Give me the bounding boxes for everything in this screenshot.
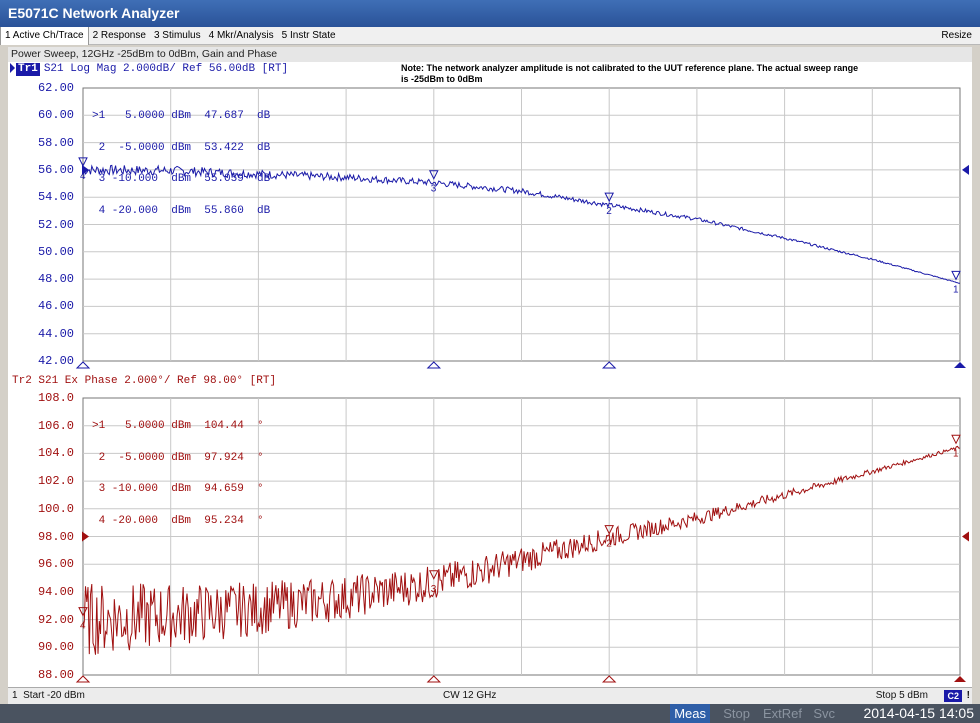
- meas-indicator: Meas: [670, 704, 710, 723]
- trace1-marker-2-label: 2: [606, 206, 612, 217]
- channel-title: Power Sweep, 12GHz -25dBm to 0dBm, Gain …: [8, 47, 972, 62]
- trace1-marker-3-label: 3: [431, 184, 437, 195]
- menu-mkr-analysis[interactable]: 4 Mkr/Analysis: [208, 30, 274, 41]
- menu-stimulus[interactable]: 3 Stimulus: [153, 30, 201, 41]
- trace2-y-tick-label: 88.00: [37, 668, 74, 682]
- active-trace-pointer-icon: [10, 63, 15, 74]
- trace2-marker-row-2: 2 -5.0000 dBm 97.924 °: [92, 451, 264, 464]
- trace2-marker-4-label: 4: [80, 621, 86, 632]
- trace1-marker-4-icon: [78, 157, 88, 168]
- trace1-y-tick-label: 62.00: [37, 81, 74, 95]
- trace1-y-tick-label: 48.00: [37, 272, 74, 287]
- warning-icon: !: [966, 690, 970, 701]
- trace2-ref-left-icon: [82, 531, 89, 542]
- sweep-start[interactable]: 1 Start -20 dBm: [12, 690, 85, 701]
- trace2-y-tick-label: 102.0: [37, 474, 74, 489]
- trace2-marker-1-label: 1: [953, 448, 959, 459]
- trace2-y-tick-label: 92.00: [37, 612, 74, 627]
- calibration-note: Note: The network analyzer amplitude is …: [401, 63, 859, 84]
- cal-status-badge: C2: [944, 690, 962, 702]
- extref-indicator: ExtRef: [762, 706, 802, 721]
- trace2-marker-bottom-icon: [601, 675, 617, 683]
- trace1-marker-table: >1 5.0000 dBm 47.687 dB 2 -5.0000 dBm 53…: [92, 90, 270, 237]
- trace1-marker-3-icon: [428, 170, 439, 180]
- trace1-ref-right-icon: [962, 164, 969, 175]
- trace1-marker-bottom-icon: [601, 361, 617, 369]
- sweep-stop[interactable]: Stop 5 dBm: [875, 690, 928, 701]
- trace2-marker-row-3: 3 -10.000 dBm 94.659 °: [92, 483, 264, 495]
- trace2-trace-line: [82, 445, 961, 655]
- trace1-header-text: S21 Log Mag 2.000dB/ Ref 56.00dB [RT]: [43, 63, 289, 75]
- trace2-y-tick-label: 100.0: [37, 501, 74, 516]
- trace1-marker-row-3: 3 -10.000 dBm 55.059 dB: [92, 173, 271, 185]
- trace2-marker-row-4: 4 -20.000 dBm 95.234 °: [92, 514, 264, 527]
- trace2-y-tick-label: 106.0: [37, 418, 74, 433]
- trace1-marker-1-label: 1: [953, 284, 959, 295]
- resize-button[interactable]: Resize: [941, 30, 972, 41]
- trace2-marker-1-icon: [951, 434, 961, 445]
- trace1-marker-row-1: >1 5.0000 dBm 47.687 dB: [92, 110, 271, 122]
- trace2-y-tick-label: 104.0: [37, 446, 74, 461]
- trace1-y-tick-label: 46.00: [37, 299, 74, 314]
- trace1-y-tick-label: 58.00: [37, 135, 74, 150]
- svc-indicator: Svc: [813, 706, 835, 721]
- menu-response[interactable]: 2 Response: [92, 30, 146, 41]
- trace2-marker-2-label: 2: [606, 539, 612, 550]
- trace1-y-tick-label: 50.00: [37, 244, 74, 259]
- trace2-marker-table: >1 5.0000 dBm 104.44 ° 2 -5.0000 dBm 97.…: [92, 400, 264, 547]
- trace1-marker-1-icon: [951, 270, 961, 281]
- instrument-status-bar: Meas Stop ExtRef Svc 2014-04-15 14:05: [0, 704, 980, 723]
- trace2-y-tick-label: 94.00: [37, 584, 74, 599]
- trace-plots: 1 2 3 4 1 2 3 4: [75, 87, 969, 683]
- trace1-y-tick-label: 52.00: [37, 217, 74, 232]
- trace1-header[interactable]: Tr1 S21 Log Mag 2.000dB/ Ref 56.00dB [RT]: [10, 63, 288, 76]
- trace2-ref-right-icon: [962, 531, 969, 542]
- menu-active-ch-trace[interactable]: 1 Active Ch/Trace: [0, 27, 89, 45]
- trace1-y-tick-label: 60.00: [37, 108, 74, 123]
- trace1-badge[interactable]: Tr1: [16, 63, 40, 76]
- channel-window: Power Sweep, 12GHz -25dBm to 0dBm, Gain …: [8, 47, 972, 687]
- trace2-marker-bottom-icon: [75, 675, 91, 683]
- trace2-marker-row-1: >1 5.0000 dBm 104.44 °: [92, 420, 264, 432]
- trace1-marker-4-label: 4: [80, 171, 86, 182]
- trace1-y-tick-label: 42.00: [37, 354, 74, 368]
- trace1-marker-row-4: 4 -20.000 dBm 55.860 dB: [92, 204, 271, 217]
- trace1-y-tick-label: 44.00: [37, 326, 74, 341]
- trace2-header[interactable]: Tr2 S21 Ex Phase 2.000°/ Ref 98.00° [RT]: [12, 375, 277, 387]
- trace2-marker-3-icon: [428, 570, 439, 580]
- trace1-y-tick-label: 56.00: [37, 162, 74, 177]
- trace1-trace-line: [82, 164, 960, 284]
- status-bar: 1 Start -20 dBm CW 12 GHz Stop 5 dBm C2 …: [8, 687, 972, 704]
- trace1-marker-row-2: 2 -5.0000 dBm 53.422 dB: [92, 141, 271, 154]
- date-time: 2014-04-15 14:05: [863, 705, 974, 721]
- trace1-y-tick-label: 54.00: [37, 190, 74, 205]
- window-title: E5071C Network Analyzer: [0, 0, 980, 27]
- trace1-marker-2-icon: [604, 192, 615, 203]
- trace2-marker-2-icon: [604, 525, 615, 535]
- stop-indicator: Stop: [723, 706, 750, 721]
- trace2-marker-bottom-icon: [426, 675, 442, 683]
- cw-frequency[interactable]: CW 12 GHz: [443, 690, 497, 701]
- menu-instr-state[interactable]: 5 Instr State: [281, 30, 336, 41]
- trace2-y-tick-label: 90.00: [37, 640, 74, 655]
- trace2-marker-3-label: 3: [431, 584, 437, 595]
- trace2-y-tick-label: 98.00: [37, 529, 74, 544]
- trace1-marker-bottom-icon: [426, 361, 442, 369]
- trace1-marker-bottom-icon: [75, 361, 91, 369]
- trace2-marker-4-icon: [78, 607, 88, 617]
- menu-bar: 1 Active Ch/Trace 2 Response 3 Stimulus 4 M…: [0, 27, 980, 45]
- trace1-ref-left-icon: [82, 164, 89, 175]
- trace2-marker-bottom-active-icon: [954, 676, 966, 682]
- trace2-y-tick-label: 96.00: [37, 557, 74, 572]
- trace1-marker-bottom-active-icon: [954, 362, 966, 368]
- trace2-y-tick-label: 108.0: [37, 391, 74, 405]
